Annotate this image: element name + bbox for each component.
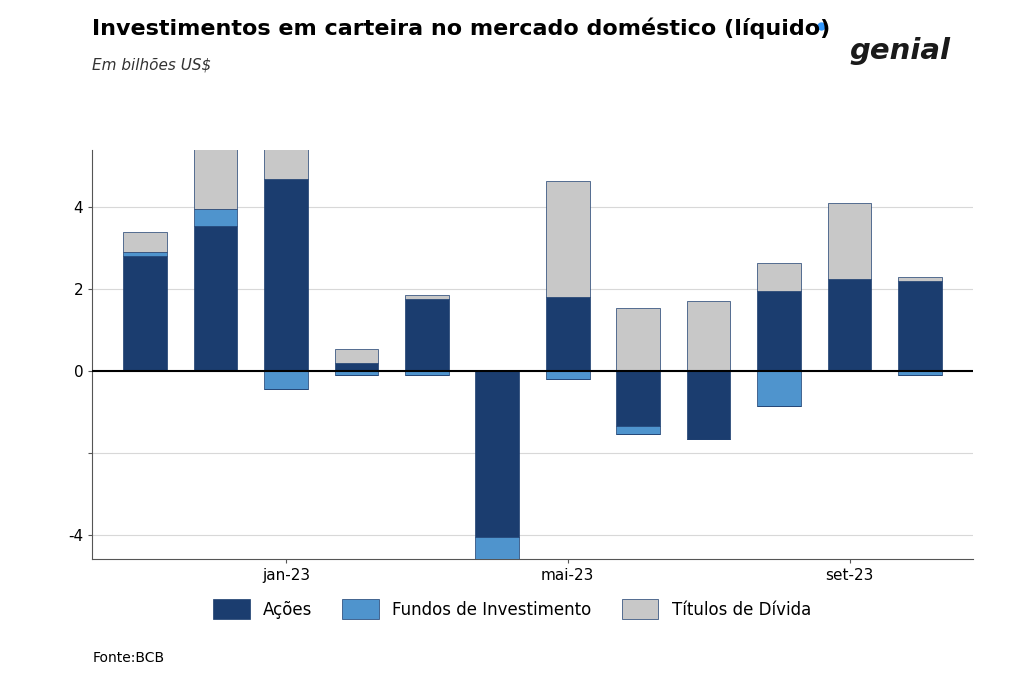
Text: Fonte:BCB: Fonte:BCB: [92, 651, 164, 665]
Bar: [687, 371, 730, 439]
Bar: [757, 371, 801, 406]
Bar: [194, 125, 238, 209]
Bar: [898, 281, 942, 371]
Bar: [546, 371, 590, 379]
Bar: [898, 277, 942, 281]
Bar: [475, 604, 519, 614]
Bar: [194, 209, 238, 226]
Bar: [475, 371, 519, 537]
Bar: [123, 232, 167, 252]
Bar: [687, 301, 730, 371]
Bar: [827, 203, 871, 279]
Legend: Ações, Fundos de Investimento, Títulos de Dívida: Ações, Fundos de Investimento, Títulos d…: [207, 592, 817, 626]
Bar: [616, 371, 660, 426]
Bar: [264, 91, 308, 179]
Bar: [898, 371, 942, 375]
Bar: [264, 371, 308, 389]
Bar: [546, 181, 590, 297]
Bar: [616, 308, 660, 371]
Bar: [827, 279, 871, 371]
Bar: [404, 299, 449, 371]
Text: Investimentos em carteira no mercado doméstico (líquido): Investimentos em carteira no mercado dom…: [92, 17, 830, 39]
Bar: [335, 363, 378, 371]
Bar: [546, 297, 590, 371]
Bar: [404, 371, 449, 375]
Bar: [335, 371, 378, 375]
Bar: [123, 252, 167, 256]
Bar: [757, 291, 801, 371]
Bar: [335, 349, 378, 363]
Bar: [475, 537, 519, 604]
Text: Em bilhões US$: Em bilhões US$: [92, 57, 211, 72]
Bar: [757, 263, 801, 291]
Text: genial: genial: [850, 37, 950, 65]
Bar: [404, 295, 449, 299]
Bar: [194, 226, 238, 371]
Bar: [123, 256, 167, 371]
Bar: [616, 426, 660, 434]
Bar: [264, 179, 308, 371]
